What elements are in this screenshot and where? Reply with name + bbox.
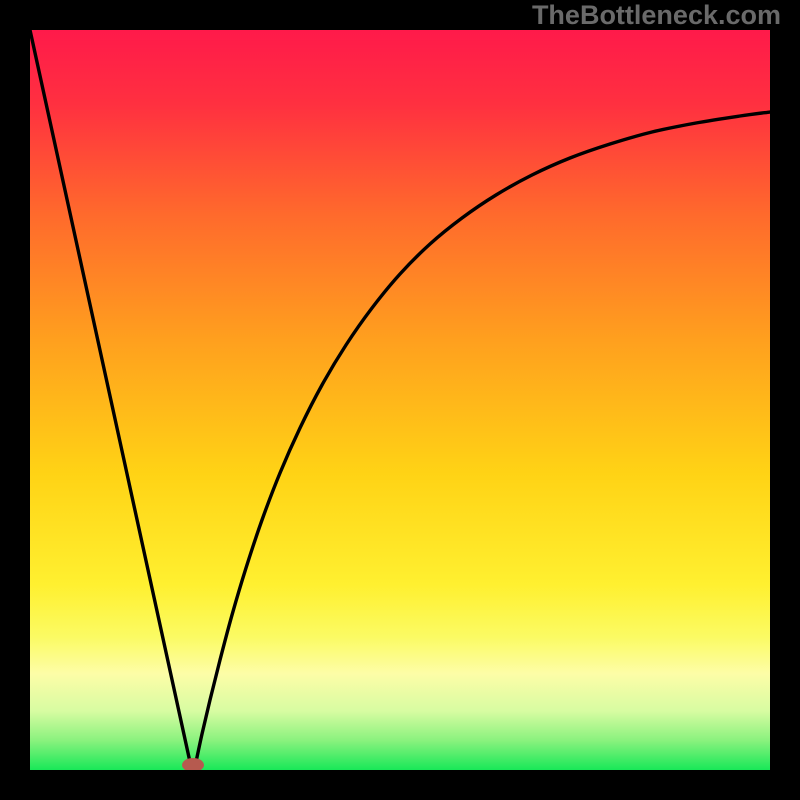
optimal-point-marker [182, 758, 204, 770]
plot-area [30, 30, 770, 770]
bottleneck-curve [30, 30, 770, 770]
watermark-text: TheBottleneck.com [532, 0, 781, 31]
